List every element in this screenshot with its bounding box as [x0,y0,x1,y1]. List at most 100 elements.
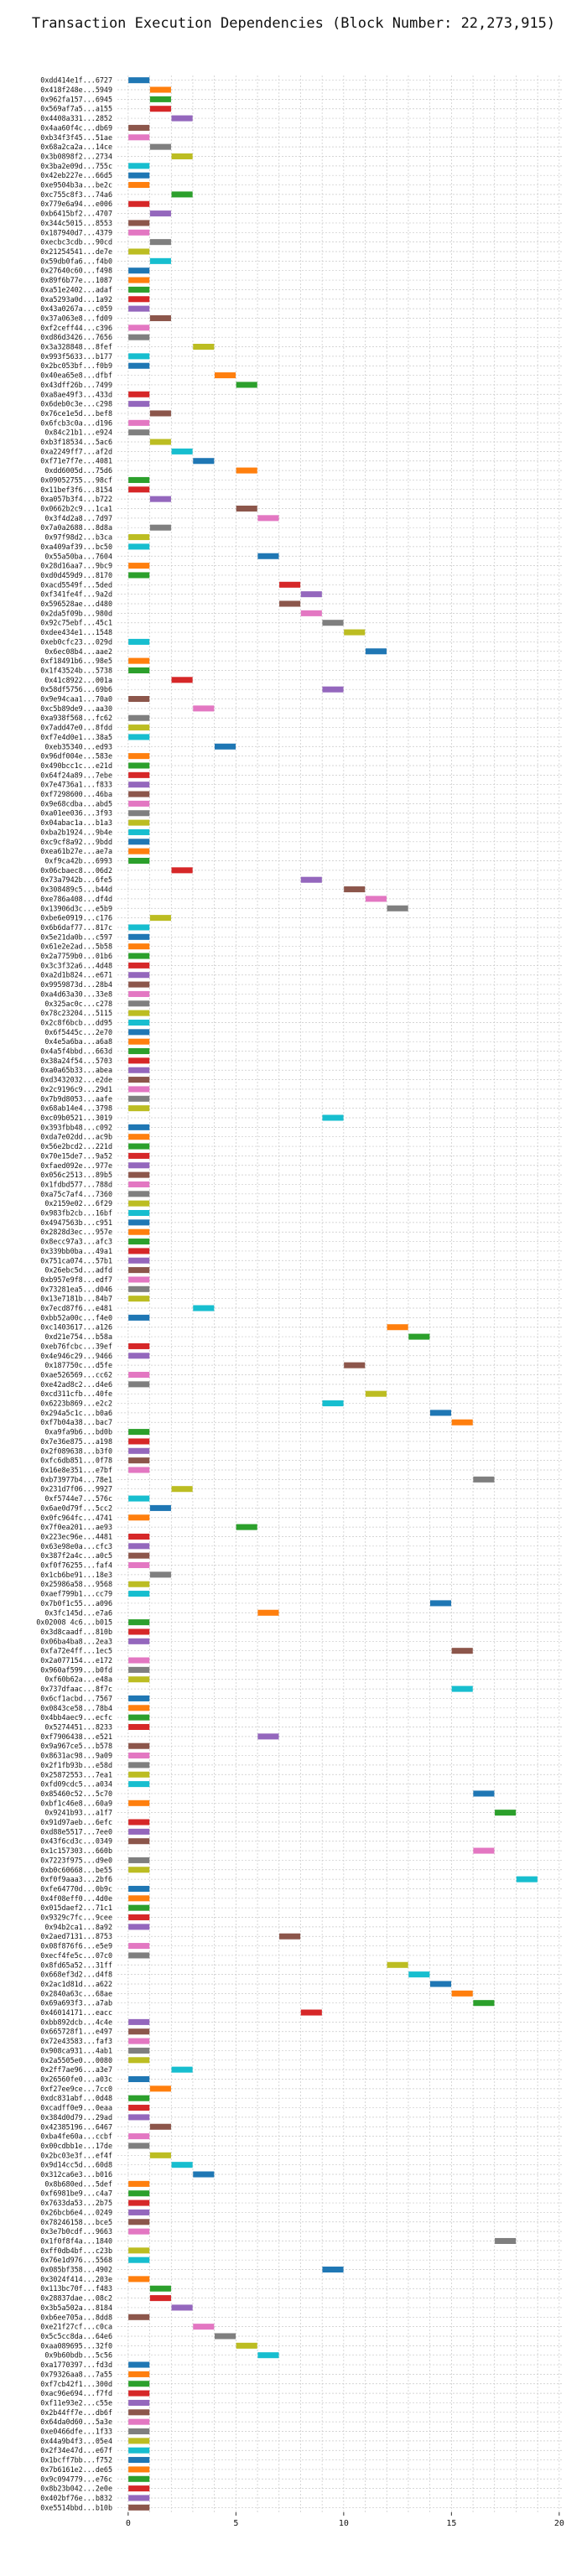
transaction-label: 0x6cf1acbd...7567 [40,1694,112,1702]
transaction-label: 0xe5514bbd...b10b [40,2503,112,2511]
transaction-label: 0x16e8e351...e7bf [40,1466,112,1474]
transaction-bar [128,782,150,788]
transaction-bar [128,325,150,331]
transaction-label: 0x668ef3d2...d4f8 [40,1971,112,1979]
transaction-label: 0x64f24a89...7ebe [40,771,112,779]
transaction-bar [128,296,150,303]
transaction-bar [128,1067,150,1073]
transaction-label: 0x294a5c1c...b0a6 [40,1409,112,1417]
transaction-label: 0xea61b27e...ae7a [40,847,112,855]
transaction-label: 0xb6ee705a...8dd8 [40,2313,112,2321]
transaction-label: 0x312ca6e3...b016 [40,2170,112,2179]
transaction-label: 0x2a077154...e172 [40,1656,112,1665]
transaction-bar [429,1410,452,1416]
transaction-bar [128,391,150,397]
transaction-label: 0xe9504b3a...be2c [40,181,112,190]
transaction-label: 0x8fd65a52...31ff [40,1961,112,1969]
transaction-label: 0xd3432032...e2de [40,1076,112,1084]
transaction-bar [128,1781,150,1788]
transaction-bar [128,2190,150,2197]
transaction-bar [128,657,150,664]
transaction-label: 0x13906d3c...e5b9 [40,904,112,912]
transaction-label: 0x6fcb3c0a...d196 [40,418,112,427]
transaction-bar [149,86,171,93]
transaction-bar [128,163,150,169]
transaction-bar [128,2371,150,2377]
transaction-label: 0x9a967ce5...b578 [40,1742,112,1750]
transaction-label: 0x25986a58...9568 [40,1580,112,1588]
transaction-bar [451,1990,473,1997]
transaction-label: 0x68a2ca2a...14ce [40,143,112,151]
transaction-bar [128,1924,150,1930]
transaction-bar [300,876,322,883]
transaction-label: 0x665728f1...e497 [40,2028,112,2036]
transaction-bar [149,496,171,502]
transaction-bar [128,753,150,760]
x-tick-label: 20 [554,2519,564,2528]
transaction-bar [257,515,279,522]
transaction-bar [128,334,150,340]
transaction-bar [128,1705,150,1711]
transaction-label: 0x25872553...7ea1 [40,1770,112,1779]
transaction-bar [193,1305,215,1311]
transaction-label: 0x339bb0ba...49a1 [40,1247,112,1255]
transaction-bar [128,696,150,703]
transaction-label: 0x1c157303...660b [40,1846,112,1855]
transaction-bar [322,620,344,626]
transaction-bar [279,600,301,607]
transaction-label: 0x2aed7131...8753 [40,1932,112,1940]
transaction-bar [128,1695,150,1701]
transaction-label: 0x3c3f32a6...4d48 [40,961,112,969]
transaction-label: 0x9241b93...a1f7 [44,1809,112,1817]
transaction-label: 0x2f1fb93b...e58d [40,1761,112,1769]
transaction-label: 0xecf4fe5c...07c0 [40,1951,112,1960]
transaction-bar [171,2066,193,2073]
transaction-bar [128,1228,150,1235]
transaction-label: 0x737dfaac...8f7c [40,1685,112,1693]
transaction-label: 0x3a328848...8fef [40,343,112,351]
transaction-label: 0x76e1d976...5568 [40,2256,112,2264]
transaction-bar [128,1885,150,1892]
transaction-label: 0x0662b2c9...1ca1 [40,504,112,512]
transaction-label: 0x55a50ba...7604 [44,552,112,560]
transaction-label: 0x28d16aa7...9bc9 [40,562,112,570]
transaction-bar [128,1162,150,1169]
transaction-label: 0x08f876f6...e5e9 [40,1942,112,1950]
transaction-label: 0x9e94caa1...70a0 [40,695,112,704]
transaction-label: 0x4bb4aec9...ecfc [40,1713,112,1722]
transaction-label: 0x8631ac98...9a09 [40,1752,112,1760]
transaction-label: 0x37a063e8...fd09 [40,314,112,322]
transaction-bar [408,1971,430,1978]
transaction-label: 0x4408a331...2852 [40,114,112,122]
transaction-label: 0x3d8caadf...810b [40,1628,112,1636]
transaction-bar [149,314,171,321]
transaction-label: 0xf7e4d0e1...38a5 [40,733,112,741]
transaction-bar [128,1562,150,1569]
y-tick-labels: 0xdd414e1f...67270x418f248e...59490x962f… [36,76,112,2512]
transaction-bar [128,1296,150,1302]
transaction-label: 0x3b5a502a...8184 [40,2303,112,2312]
transaction-bar [128,1276,150,1283]
transaction-label: 0x5274451...8233 [44,1722,112,1731]
transaction-label: 0x187750c...d5fe [44,1361,112,1369]
transaction-bar [236,382,257,388]
transaction-label: 0x7ecd87f6...e481 [40,1304,112,1312]
transaction-bar [128,2409,150,2416]
transaction-label: 0x43a0267a...c059 [40,304,112,313]
transaction-bar [128,1676,150,1683]
transaction-bar [128,1143,150,1150]
transaction-bar [128,1200,150,1207]
transaction-bar [128,1914,150,1921]
transaction-bar [149,2123,171,2130]
transaction-bar [128,1048,150,1055]
transaction-bar [322,2267,344,2273]
transaction-label: 0xbe6e0919...c176 [40,914,112,922]
transaction-label: 0x983fb2cb...16bf [40,1209,112,1218]
transaction-bar [128,1248,150,1254]
transaction-bar [128,1038,150,1045]
transaction-bar [128,1353,150,1359]
transaction-bar [171,2304,193,2311]
transaction-label: 0xf18491b6...98e5 [40,657,112,665]
transaction-label: 0x113bc70f...f483 [40,2284,112,2293]
transaction-bar [128,1181,150,1187]
